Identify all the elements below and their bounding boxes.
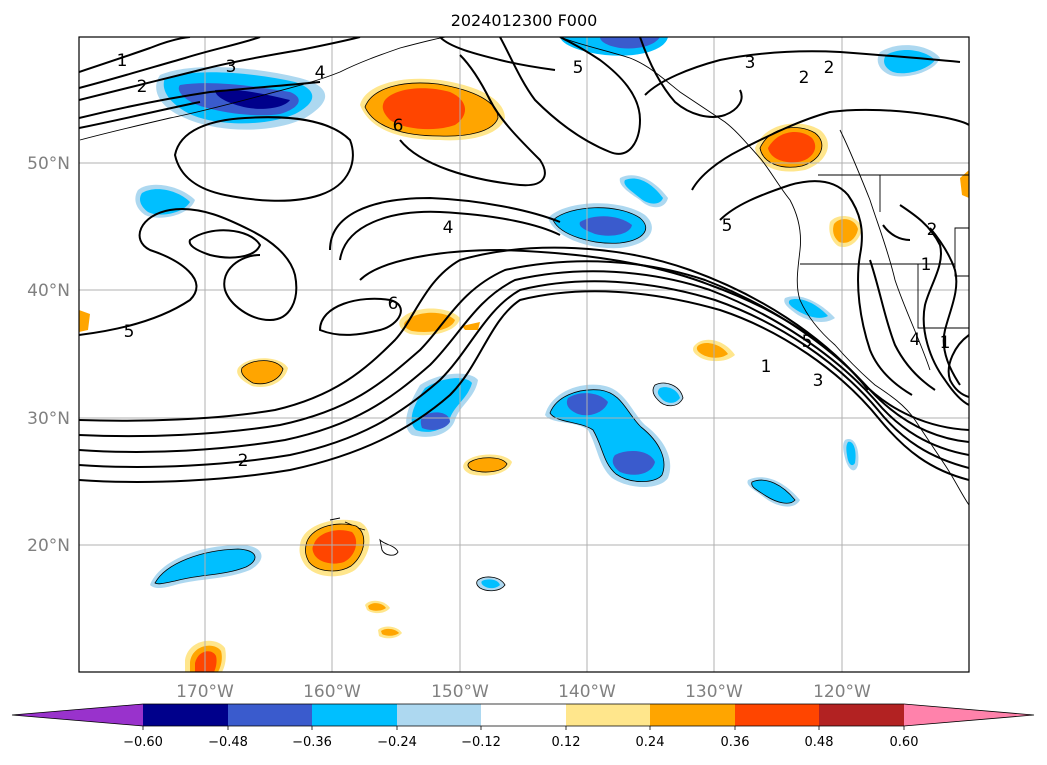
colorbar-segment xyxy=(566,704,650,726)
contour-label: 1 xyxy=(761,357,772,377)
colorbar-tick-label: 0.36 xyxy=(721,735,750,750)
contour-label: 2 xyxy=(799,68,810,88)
contour-label: 5 xyxy=(573,58,584,78)
colorbar: −0.60 −0.48 −0.36 −0.24 −0.12 0.12 0.24 0.36 0.4… xyxy=(11,703,1035,750)
lon-label: 170°W xyxy=(176,682,234,702)
contour-label: 2 xyxy=(137,77,148,97)
lon-label: 160°W xyxy=(303,682,361,702)
longitude-labels: 170°W 160°W 150°W 140°W 130°W 120°W xyxy=(176,682,871,702)
coastlines xyxy=(79,37,969,556)
contour-label: 6 xyxy=(388,294,399,314)
colorbar-tick-label: −0.12 xyxy=(461,735,501,750)
colorbar-segment xyxy=(904,704,1034,726)
contour-label: 6 xyxy=(393,116,404,136)
colorbar-segment xyxy=(819,704,904,726)
negative-anomaly-regions xyxy=(135,37,940,591)
colorbar-segment xyxy=(12,704,143,726)
lat-label: 50°N xyxy=(27,154,70,174)
contour-label: 3 xyxy=(813,371,824,391)
lon-label: 120°W xyxy=(813,682,871,702)
colorbar-tick-label: −0.24 xyxy=(377,735,417,750)
contour-label: 1 xyxy=(117,51,128,71)
colorbar-segment xyxy=(397,704,481,726)
contour-label: 1 xyxy=(940,333,951,353)
colorbar-tick-label: 0.12 xyxy=(552,735,581,750)
contour-label: 2 xyxy=(927,220,938,240)
colorbar-tick-label: −0.60 xyxy=(123,735,163,750)
lon-label: 130°W xyxy=(685,682,743,702)
height-contours xyxy=(79,37,969,483)
colorbar-tick-label: −0.36 xyxy=(292,735,332,750)
contour-label: 4 xyxy=(443,218,454,238)
colorbar-segment xyxy=(650,704,735,726)
anomaly-outlines xyxy=(154,82,823,592)
colorbar-segment xyxy=(735,704,819,726)
colorbar-segment xyxy=(228,704,312,726)
latitude-labels: 50°N 40°N 30°N 20°N xyxy=(27,154,70,556)
colorbar-tick-label: −0.48 xyxy=(208,735,248,750)
contour-label: 2 xyxy=(824,58,835,78)
colorbar-tick-label: 0.48 xyxy=(805,735,834,750)
colorbar-tick-label: 0.24 xyxy=(636,735,665,750)
contour-label: 1 xyxy=(921,255,932,275)
lon-label: 140°W xyxy=(558,682,616,702)
contour-label: 2 xyxy=(238,451,249,471)
contour-label: 3 xyxy=(226,57,237,77)
lat-label: 30°N xyxy=(27,409,70,429)
colorbar-segment xyxy=(312,704,397,726)
colorbar-segment xyxy=(143,704,228,726)
lon-label: 150°W xyxy=(431,682,489,702)
lat-label: 40°N xyxy=(27,281,70,301)
contour-label: 5 xyxy=(802,332,813,352)
colorbar-segment xyxy=(481,704,566,726)
contour-labels: 1 2 3 4 6 5 3 2 2 4 6 5 5 5 1 3 2 2 1 4 … xyxy=(117,51,951,471)
contour-label: 3 xyxy=(745,53,756,73)
colorbar-tick-label: 0.60 xyxy=(890,735,919,750)
map-title: 2024012300 F000 xyxy=(451,11,598,30)
map-frame xyxy=(78,36,970,673)
gridlines xyxy=(79,37,969,672)
contour-label: 5 xyxy=(722,216,733,236)
map-area: 1 2 3 4 6 5 3 2 2 4 6 5 5 5 1 3 2 2 1 4 … xyxy=(79,37,969,672)
contour-label: 4 xyxy=(315,63,326,83)
contour-label: 5 xyxy=(124,322,135,342)
lat-label: 20°N xyxy=(27,536,70,556)
contour-label: 4 xyxy=(910,330,921,350)
